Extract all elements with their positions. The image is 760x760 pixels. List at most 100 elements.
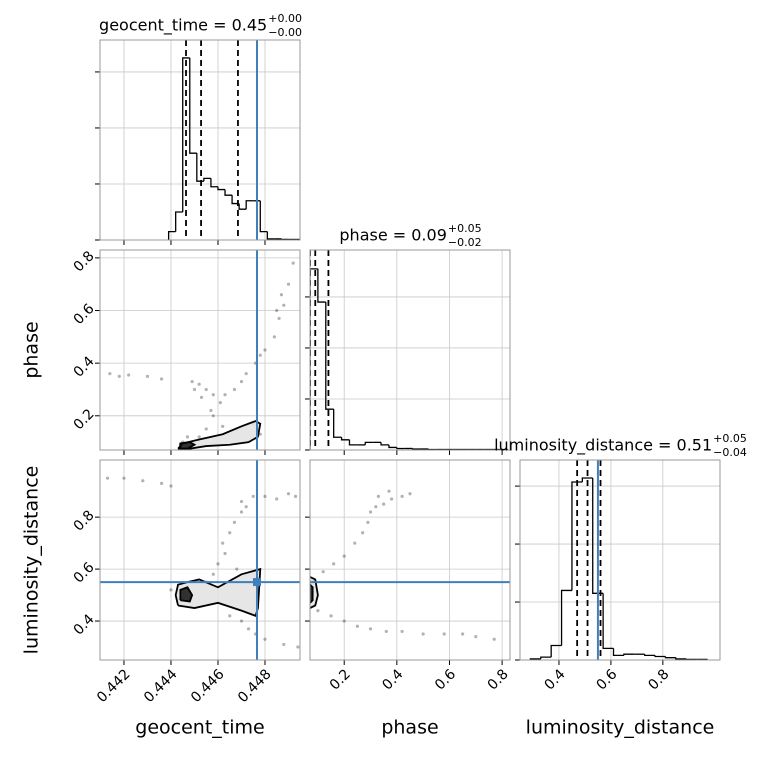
panel-frame: [99, 249, 301, 451]
sample-point: [185, 435, 190, 439]
contour: [174, 567, 262, 618]
x-tick-label: 0.6: [594, 666, 621, 693]
sample-point: [197, 435, 201, 439]
sample-point: [199, 395, 204, 399]
sample-point: [263, 494, 267, 498]
sample-point: [190, 379, 194, 384]
histogram-bin: [560, 589, 572, 646]
contour: [177, 420, 262, 450]
histogram-bin: [325, 302, 334, 410]
y-tick-label: 0.8: [71, 248, 98, 275]
sample-point: [366, 520, 370, 524]
sample-point: [159, 377, 164, 381]
histogram-bin: [388, 444, 397, 449]
histogram-bin: [612, 648, 624, 657]
sample-point: [108, 372, 112, 376]
sample-point: [221, 424, 225, 428]
histogram-bin: [644, 654, 656, 657]
panel: phase = 0.09 +0.05−0.02: [305, 222, 511, 455]
sample-point: [258, 432, 262, 436]
sample-point: [204, 427, 208, 431]
sample-point: [321, 570, 325, 574]
x-tick-label: 0.448: [235, 666, 275, 706]
sample-point: [293, 494, 298, 498]
sample-point: [239, 510, 244, 514]
sample-point: [421, 632, 425, 636]
sample-point: [400, 494, 404, 498]
panel: geocent_time = 0.45 +0.00−0.00: [95, 12, 302, 245]
sample-point: [169, 588, 173, 592]
y-axis-label: luminosity_distance: [21, 466, 43, 655]
sample-point: [204, 387, 208, 392]
histogram-bin: [540, 656, 552, 659]
title-upper: +0.05: [448, 222, 482, 235]
histogram-bin: [380, 442, 389, 446]
sample-point: [239, 499, 244, 504]
x-tick-label: 0.2: [327, 666, 354, 693]
histogram-bin: [210, 178, 218, 188]
panel-frame: [99, 39, 301, 241]
histogram-bin: [427, 448, 437, 450]
sample-point: [286, 492, 291, 496]
histogram-bin: [266, 231, 275, 240]
y-tick-label: 0.2: [71, 406, 98, 433]
sample-point: [361, 531, 365, 535]
histogram-bin: [196, 153, 204, 182]
title-lower: −0.04: [713, 446, 747, 459]
x-tick-label: 0.4: [379, 666, 406, 693]
sample-point: [244, 505, 248, 509]
histogram-bin: [550, 644, 562, 658]
sample-point: [272, 335, 276, 339]
plot-area: [310, 460, 510, 660]
histogram-bin: [675, 657, 687, 660]
histogram-bin: [623, 653, 635, 656]
sample-point: [279, 293, 284, 297]
sample-point: [246, 627, 251, 631]
panel-title: geocent_time = 0.45: [99, 16, 267, 36]
sample-point: [223, 551, 227, 556]
histogram-bin: [685, 658, 697, 660]
panel: 0.2 0.4 0.6 0.8 phase: [305, 459, 512, 739]
panel-title: luminosity_distance = 0.51: [494, 436, 712, 456]
x-tick-label: 0.8: [645, 666, 672, 693]
histogram-bin: [411, 448, 421, 450]
sample-point: [376, 494, 381, 498]
plot-area: [310, 250, 510, 450]
histogram-bin: [333, 409, 342, 438]
panel-frame: [309, 459, 511, 661]
y-tick-label: 0.8: [71, 507, 98, 534]
panel-frame: [99, 459, 301, 661]
sample-point: [216, 562, 220, 566]
histogram-bin: [602, 593, 614, 650]
sample-point: [263, 348, 267, 352]
histogram-bin: [664, 656, 676, 659]
sample-point: [277, 316, 281, 321]
y-tick-label: 0.4: [71, 353, 98, 380]
histogram-bin: [203, 177, 211, 182]
sample-point: [368, 627, 373, 631]
contour: [310, 584, 314, 604]
histogram-bin: [348, 439, 358, 446]
sample-point: [296, 645, 300, 649]
histogram-bin: [238, 203, 247, 210]
x-tick-label: 0.8: [485, 666, 512, 693]
sample-point: [389, 497, 394, 501]
sample-point: [211, 572, 215, 576]
sample-point: [211, 393, 215, 397]
sample-point: [332, 562, 336, 566]
sample-point: [223, 393, 227, 397]
histogram-bin: [224, 189, 233, 196]
sample-point: [232, 387, 237, 392]
histogram-bin: [571, 481, 583, 591]
sample-point: [232, 520, 237, 524]
histogram-bin: [182, 57, 190, 212]
histogram-bin: [231, 195, 240, 205]
sample-point: [355, 624, 359, 628]
sample-point: [145, 374, 150, 378]
sample-point: [374, 505, 378, 509]
sample-point: [122, 476, 126, 480]
sample-point: [282, 642, 286, 647]
sample-point: [275, 308, 279, 313]
histogram-bin: [340, 437, 350, 441]
